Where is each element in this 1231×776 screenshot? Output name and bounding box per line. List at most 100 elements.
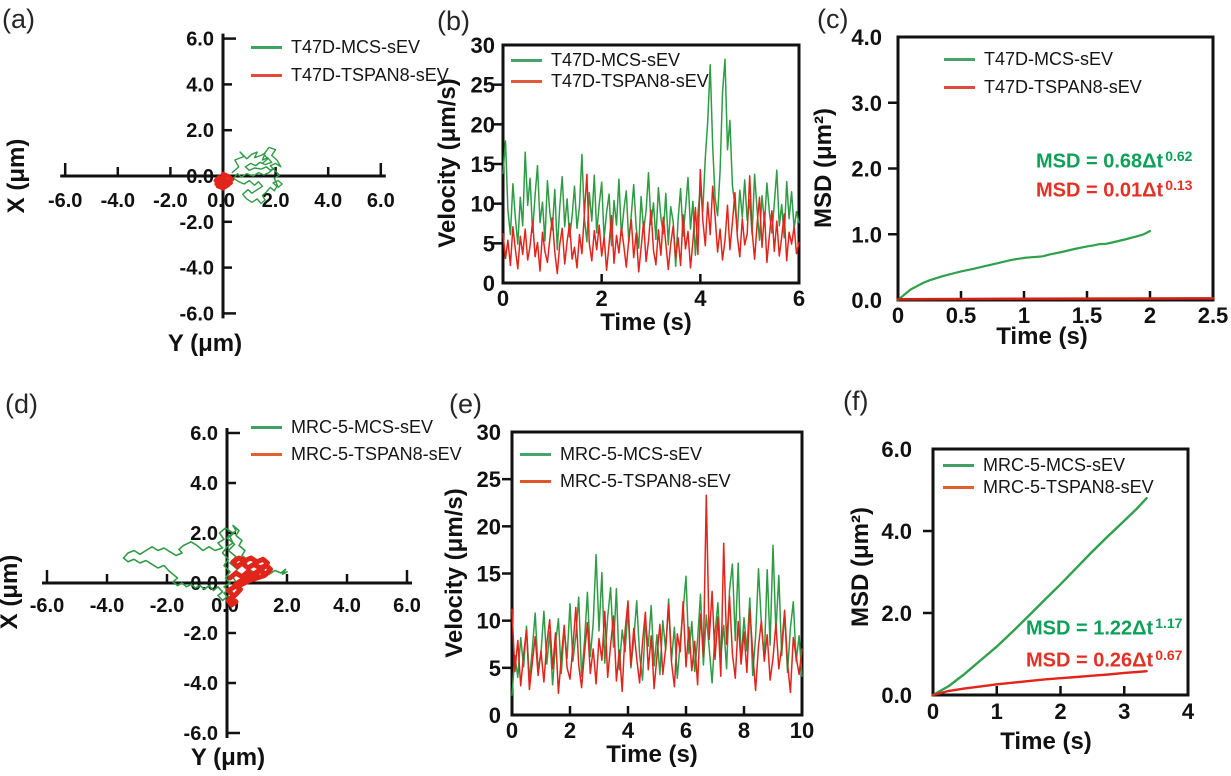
panel-d-plot: -6.0 -4.0 -2.0 0.0 2.0 4.0 6.0-6.0-4.0-2.00.02…: [0, 423, 421, 771]
legend-line-swatch: [251, 426, 282, 429]
panel-label-f: (f): [843, 386, 869, 416]
legend-label: MRC-5-TSPAN8-sEV: [983, 476, 1154, 497]
x-tick-label: 4.0: [333, 595, 361, 617]
msd-fit-red: MSD = 0.01Δt 0.13: [1036, 176, 1193, 202]
y-tick-label: 4.0: [190, 473, 218, 495]
x-tick-label: 2.5: [1198, 303, 1229, 328]
legend-line-swatch: [943, 463, 974, 467]
y-tick-label: -6.0: [184, 723, 218, 745]
legend-item: MRC-5-TSPAN8-sEV: [520, 468, 731, 495]
y-tick-label: 15: [471, 152, 495, 177]
x-tick-label: 0: [927, 699, 939, 724]
panel-f-plot: 0 1 2 3 4 0.0 2.0 4.0 6.0 Time (s) MSD (μm²): [847, 437, 1195, 755]
legend-label: T47D-MCS-sEV: [984, 48, 1114, 69]
x-tick-label: -4.0: [101, 190, 135, 212]
y-axis-title: MSD (μm²): [847, 507, 874, 627]
legend-item: T47D-TSPAN8-sEV: [511, 71, 709, 92]
legend-item: T47D-MCS-sEV: [251, 33, 449, 61]
legend-label: MRC-5-MCS-sEV: [560, 444, 702, 464]
x-tick-label: -2.0: [150, 595, 184, 617]
panel-label-b: (b): [437, 6, 470, 36]
legend-label: T47D-TSPAN8-sEV: [551, 71, 709, 91]
y-tick-label: 6.0: [186, 29, 214, 51]
x-tick-label: 3: [1118, 699, 1130, 724]
x-tick-label: 0: [497, 286, 509, 311]
legend-panel-d: MRC-5-MCS-sEV MRC-5-TSPAN8-sEV: [251, 414, 462, 468]
panel-label-e: (e): [449, 389, 482, 419]
y-tick-label: 3.0: [851, 91, 882, 116]
series-t47d-mcs-sev-line: [896, 229, 1152, 302]
y-tick-label: 0.0: [851, 288, 882, 313]
x-tick-label: 1: [991, 699, 1003, 724]
y-tick-label: 0.0: [190, 573, 218, 595]
x-tick-label: 1: [1018, 303, 1030, 328]
x-tick-label: 4: [694, 286, 707, 311]
x-tick-label: 2: [1144, 303, 1156, 328]
x-axis-title: Y (μm): [191, 744, 265, 771]
x-tick-label: 6: [680, 718, 692, 743]
series-mrc-5-mcs-sev-trajectory: [122, 524, 288, 602]
legend-label: T47D-MCS-sEV: [551, 50, 681, 70]
y-tick-label: -2.0: [180, 212, 214, 234]
x-tick-label: -4.0: [90, 595, 124, 617]
y-tick-label: 30: [477, 420, 501, 445]
legend-panel-e: MRC-5-MCS-sEV MRC-5-TSPAN8-sEV: [520, 441, 731, 495]
series-mrc-5-tspan8-sev-trajectory: [226, 555, 273, 608]
legend-line-swatch: [511, 80, 542, 83]
y-tick-label: 6.0: [881, 437, 912, 462]
series-t47d-mcs-sev-line: [502, 58, 800, 268]
legend-label: MRC-5-TSPAN8-sEV: [560, 471, 731, 491]
legend-item: MRC-5-MCS-sEV: [251, 414, 462, 441]
y-tick-label: 4.0: [851, 25, 882, 50]
y-tick-label: 15: [477, 562, 501, 587]
legend-line-swatch: [251, 45, 282, 49]
y-tick-label: 30: [471, 33, 495, 58]
msd-fit-equations-f: MSD = 1.22Δt 1.17 MSD = 0.26Δt 0.67: [1026, 610, 1182, 673]
panel-b-plot: 0 2 4 6 0 5 10 15 20 25 30 Time (s) Velocity (μm/s): [434, 33, 805, 336]
y-tick-label: 0: [489, 703, 501, 728]
x-axis-title: Time (s): [606, 741, 698, 768]
msd-fit-red: MSD = 0.26Δt 0.67: [1026, 646, 1183, 672]
series-mrc-5-mcs-sev-line: [931, 497, 1148, 697]
legend-item: MRC-5-TSPAN8-sEV: [943, 476, 1154, 498]
series-t47d-mcs-sev-trajectory: [231, 146, 283, 205]
x-tick-label: -6.0: [30, 595, 64, 617]
y-tick-label: -4.0: [184, 673, 218, 695]
x-tick-label: 10: [790, 718, 814, 743]
x-tick-label: 4: [1182, 699, 1195, 724]
panel-label-c: (c): [817, 4, 849, 34]
legend-line-swatch: [511, 59, 542, 62]
x-tick-label: 6: [793, 286, 805, 311]
legend-item: MRC-5-MCS-sEV: [943, 454, 1154, 476]
legend-panel-b: T47D-MCS-sEV T47D-TSPAN8-sEV: [511, 50, 709, 92]
y-tick-label: 4.0: [186, 74, 214, 96]
legend-item: MRC-5-TSPAN8-sEV: [251, 441, 462, 468]
legend-item: T47D-TSPAN8-sEV: [251, 61, 449, 89]
legend-label: MRC-5-MCS-sEV: [291, 417, 433, 437]
x-tick-label: 0.5: [946, 303, 977, 328]
x-tick-label: 0.0: [207, 190, 235, 212]
x-tick-label: 8: [738, 718, 750, 743]
y-tick-label: 2.0: [851, 157, 882, 182]
x-tick-label: 4: [622, 718, 635, 743]
x-axis-title: Time (s): [1000, 728, 1092, 755]
y-tick-label: 4.0: [881, 519, 912, 544]
series-mrc-5-tspan8-sev-line: [931, 670, 1148, 697]
series-t47d-tspan8-sev-line: [502, 168, 800, 275]
x-tick-label: 2: [596, 286, 608, 311]
y-axis-title: X (μm): [0, 555, 23, 630]
series-t47d-tspan8-sev-trajectory: [213, 171, 235, 191]
panel-label-d: (d): [5, 389, 38, 419]
y-tick-label: 2.0: [881, 601, 912, 626]
y-tick-label: 20: [477, 514, 501, 539]
x-tick-label: 6.0: [367, 190, 395, 212]
y-tick-label: 0.0: [186, 166, 214, 188]
legend-line-swatch: [943, 485, 974, 489]
y-tick-label: 10: [471, 192, 495, 217]
x-axis-title: Y (μm): [168, 330, 242, 357]
x-tick-label: 2.0: [273, 595, 301, 617]
y-tick-label: 5: [489, 656, 501, 681]
x-tick-label: 0: [892, 303, 904, 328]
legend-panel-f: MRC-5-MCS-sEV MRC-5-TSPAN8-sEV: [943, 454, 1154, 498]
legend-label: T47D-TSPAN8-sEV: [291, 64, 449, 85]
